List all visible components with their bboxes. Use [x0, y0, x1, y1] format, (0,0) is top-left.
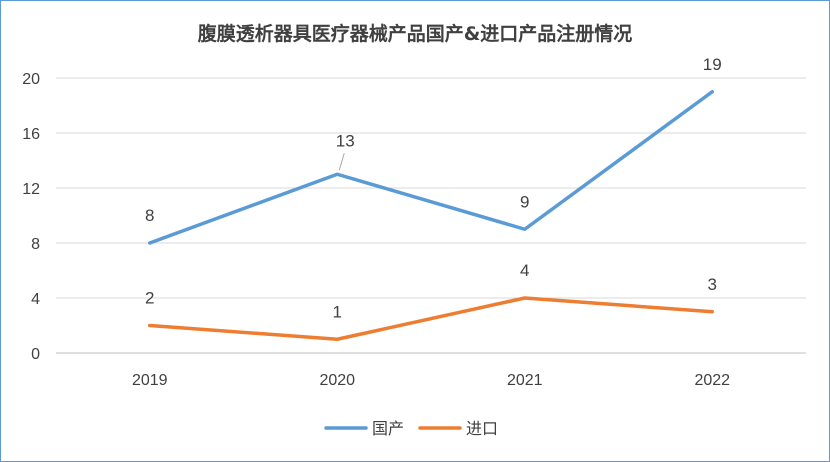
data-label: 9 — [520, 192, 529, 211]
data-label: 19 — [703, 55, 722, 74]
data-label: 3 — [708, 275, 717, 294]
legend-item-1[interactable]: 进口 — [418, 419, 498, 438]
x-axis-ticks: 2019 2020 2021 2022 — [132, 372, 730, 389]
data-labels: 8 13 9 19 2 1 4 3 — [145, 55, 722, 322]
series-lines — [148, 90, 714, 341]
data-label: 2 — [145, 289, 154, 308]
data-label: 13 — [336, 131, 355, 150]
x-tick-label: 2022 — [694, 372, 730, 389]
y-tick-label: 16 — [22, 126, 40, 143]
legend-label: 进口 — [466, 419, 498, 438]
chart-title: 腹膜透析器具医疗器械产品国产&进口产品注册情况 — [197, 22, 633, 45]
x-tick-label: 2019 — [132, 372, 168, 389]
y-tick-label: 20 — [22, 71, 40, 88]
y-tick-label: 12 — [22, 181, 40, 198]
y-tick-label: 0 — [31, 346, 40, 363]
series-line-0 — [148, 90, 714, 245]
legend-item-0[interactable]: 国产 — [324, 419, 404, 438]
legend-label: 国产 — [372, 419, 404, 438]
data-label: 4 — [520, 261, 529, 280]
y-tick-label: 4 — [31, 291, 40, 308]
x-tick-label: 2020 — [319, 372, 355, 389]
x-tick-label: 2021 — [507, 372, 543, 389]
gridlines — [56, 77, 806, 354]
legend[interactable]: 国产 进口 — [324, 419, 498, 438]
y-axis-ticks: 0 4 8 12 16 20 — [22, 71, 40, 363]
data-label: 1 — [333, 302, 342, 321]
data-label: 8 — [145, 206, 154, 225]
y-tick-label: 8 — [31, 236, 40, 253]
series-line-1 — [148, 296, 714, 341]
data-label-leader — [338, 153, 345, 171]
